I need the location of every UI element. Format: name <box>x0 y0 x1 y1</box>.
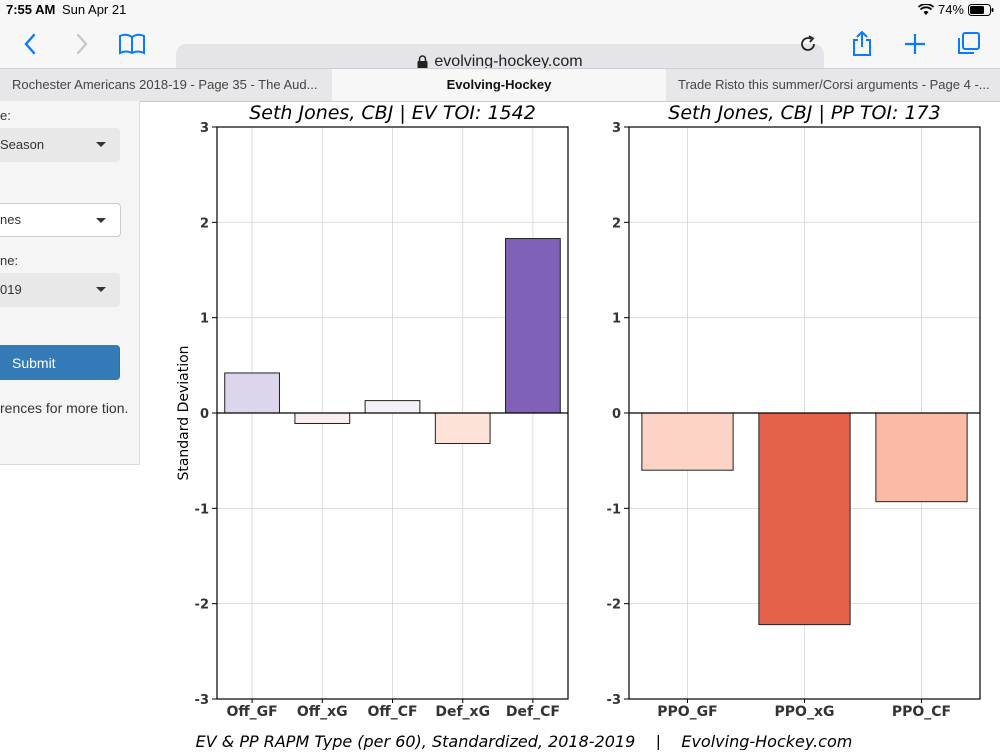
reload-icon[interactable] <box>792 28 824 60</box>
y-tick-label: -1 <box>195 502 209 517</box>
rapm-charts: 3 2 1 0 -1 -2 -3 Off_GF Off_xG Off_CF Def_xG Def_CF… <box>176 102 981 751</box>
tab-trade-risto[interactable]: Trade Risto this summer/Corsi arguments … <box>678 69 1000 101</box>
x-tick-label: Off_GF <box>226 704 277 720</box>
status-date: Sun Apr 21 <box>62 2 127 17</box>
bar-ppo-gf <box>641 412 734 471</box>
bar-def-xg <box>434 412 491 445</box>
season-type-label: e: <box>0 108 11 123</box>
bar-ppo-xg <box>758 412 851 626</box>
y-tick-label: 1 <box>200 312 209 327</box>
y-tick-label: 2 <box>200 216 209 231</box>
y-tick-label: -2 <box>607 598 621 613</box>
battery-icon <box>968 3 994 16</box>
chart-panel-1: 3 2 1 0 -1 -2 -3 Off_GF Off_xG Off_CF Def_xG Def_CF… <box>176 102 569 720</box>
player-select[interactable]: nes <box>0 203 121 237</box>
info-text: rences for more tion. <box>0 400 129 416</box>
browser-toolbar: evolving-hockey.com <box>0 20 1000 79</box>
x-tick-label: PPO_GF <box>657 704 717 720</box>
select-value: nes <box>0 212 21 227</box>
y-tick-label: 1 <box>612 312 621 327</box>
y-tick-label: -3 <box>195 693 209 708</box>
bar-off-gf <box>224 372 280 414</box>
y-tick-label: -1 <box>607 502 621 517</box>
url-text: evolving-hockey.com <box>434 52 583 70</box>
chevron-down-icon <box>96 287 106 292</box>
select-value: 019 <box>0 282 22 297</box>
y-tick-label: 0 <box>612 407 621 422</box>
x-tick-label: Def_CF <box>506 704 560 720</box>
y-tick-label: 0 <box>200 407 209 422</box>
forward-icon[interactable] <box>66 28 98 60</box>
status-right: 74% <box>917 2 994 17</box>
y-tick-label: -2 <box>195 598 209 613</box>
battery-percent: 74% <box>937 2 964 17</box>
wifi-icon <box>917 3 934 15</box>
bookmarks-icon[interactable] <box>116 28 148 60</box>
status-bar: 7:55 AM Sun Apr 21 74% <box>0 0 1000 20</box>
y-tick-label: 3 <box>612 121 621 136</box>
tabs-overview-icon[interactable] <box>952 28 984 60</box>
lock-icon <box>417 54 428 68</box>
bar-def-cf <box>505 238 561 414</box>
x-tick-label: Def_xG <box>435 704 490 720</box>
select-value: Season <box>0 137 45 152</box>
bar-off-cf <box>364 400 421 414</box>
x-tick-label: Off_xG <box>297 704 348 720</box>
x-tick-label: Off_CF <box>367 704 417 720</box>
chevron-down-icon <box>96 142 106 147</box>
x-tick-label: PPO_CF <box>892 704 951 720</box>
chart-panel-2: 3 2 1 0 -1 -2 -3 PPO_GF PPO_xG PPO_CF Seth Jones, … <box>607 102 981 720</box>
chevron-down-icon <box>96 218 106 223</box>
chart-title: Seth Jones, CBJ | EV TOI: 1542 <box>249 102 536 124</box>
status-time: 7:55 AM <box>6 2 56 17</box>
share-icon[interactable] <box>846 28 878 60</box>
season-select[interactable]: 019 <box>0 273 120 307</box>
tab-rochester[interactable]: Rochester Americans 2018-19 - Page 35 - … <box>12 69 332 101</box>
tab-bar: Rochester Americans 2018-19 - Page 35 - … <box>0 68 1000 102</box>
y-tick-label: 3 <box>200 121 209 136</box>
y-axis-label: Standard Deviation <box>176 345 192 480</box>
y-tick-label: 2 <box>612 216 621 231</box>
chart-caption: EV & PP RAPM Type (per 60), Standardized… <box>196 732 853 750</box>
season-type-select[interactable]: Season <box>0 128 120 162</box>
tab-label: Trade Risto this summer/Corsi arguments … <box>678 77 990 92</box>
sidebar-panel: e: Season nes ne: 019 Submit rences for … <box>0 101 140 465</box>
new-tab-icon[interactable] <box>899 28 931 60</box>
bar-off-xg <box>294 412 351 424</box>
bar-ppo-cf <box>875 412 968 503</box>
tab-label: Rochester Americans 2018-19 - Page 35 - … <box>12 77 318 92</box>
back-icon[interactable] <box>14 28 46 60</box>
x-tick-label: PPO_xG <box>775 704 835 720</box>
submit-button[interactable]: Submit <box>0 345 120 380</box>
season-label: ne: <box>0 253 19 268</box>
tab-evolving-hockey[interactable]: Evolving-Hockey <box>332 69 666 101</box>
y-tick-label: -3 <box>607 693 621 708</box>
chart-area: 3 2 1 0 -1 -2 -3 Off_GF Off_xG Off_CF Def_xG Def_CF… <box>140 101 1000 751</box>
chart-title: Seth Jones, CBJ | PP TOI: 173 <box>668 102 940 124</box>
tab-label: Evolving-Hockey <box>446 77 552 92</box>
